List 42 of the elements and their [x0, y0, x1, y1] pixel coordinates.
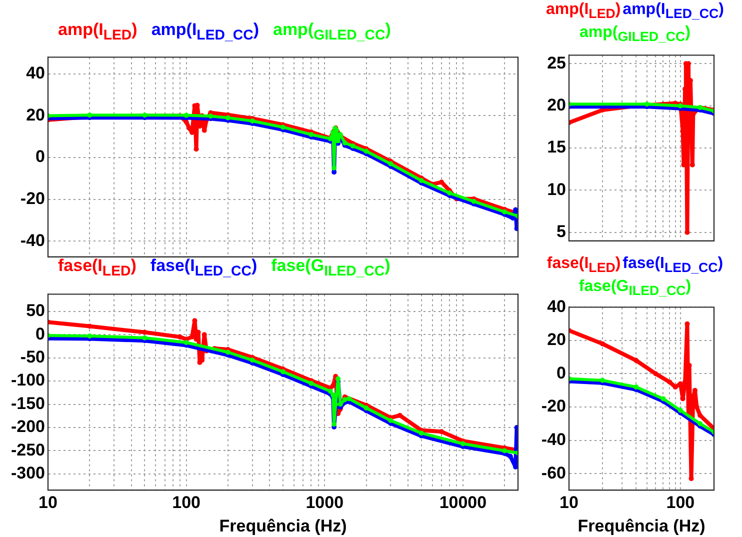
- y-tick-label: 40: [26, 64, 45, 83]
- y-tick-label: -50: [20, 348, 45, 367]
- text: amp(I$_{LED}$): [58, 20, 138, 46]
- x-tick-label: 10000: [439, 493, 487, 512]
- text: fase(I$_{LED_CC}$): [150, 256, 258, 282]
- y-tick-label: -250: [10, 440, 45, 460]
- text: amp(I$_{LED}$): [546, 0, 621, 24]
- y-tick-label: 25: [547, 53, 566, 72]
- y-tick-label: 0: [36, 147, 45, 166]
- y-tick-label: 20: [26, 105, 45, 124]
- text: fase(G$_{ILED_CC}$): [271, 256, 390, 282]
- y-tick-label: 15: [547, 138, 566, 157]
- text: amp($_{GILED_CC}$): [580, 23, 690, 46]
- x-tick-label: 1000: [306, 493, 344, 512]
- y-tick-label: 10: [547, 180, 566, 199]
- y-tick-label: -20: [541, 396, 566, 416]
- y-tick-label: 20: [547, 330, 566, 350]
- y-tick-label: -40: [20, 230, 45, 250]
- y-tick-label: 40: [547, 296, 566, 316]
- x-axis-title: Frequência (Hz): [219, 516, 347, 536]
- y-tick-label: -200: [10, 417, 45, 436]
- y-tick-label: -300: [10, 464, 45, 483]
- x-axis-title: Frequência (Hz): [578, 516, 706, 536]
- y-tick-label: -150: [10, 394, 45, 413]
- text: amp(I$_{LED_CC}$): [622, 0, 724, 24]
- text: fase(I$_{LED_CC}$): [622, 254, 724, 278]
- y-tick-label: -100: [10, 370, 45, 390]
- y-tick-label: -20: [20, 189, 45, 208]
- text: amp($_{GILED_CC}$): [272, 20, 391, 46]
- x-tick-label: 100: [172, 493, 201, 512]
- x-tick-label: 100: [666, 493, 695, 512]
- y-tick-label: 5: [556, 222, 566, 242]
- text: fase(I$_{LED}$): [546, 254, 621, 278]
- y-tick-label: 0: [36, 324, 45, 344]
- y-tick-label: 20: [547, 96, 566, 115]
- text: fase(G$_{ILED_CC}$): [578, 277, 692, 300]
- y-tick-label: 0: [556, 363, 566, 382]
- y-tick-label: -40: [541, 430, 566, 449]
- y-tick-label: -60: [541, 463, 566, 482]
- y-tick-label: 50: [26, 301, 45, 320]
- text: fase(I$_{LED}$): [58, 256, 136, 282]
- text: amp(I$_{LED_CC}$): [151, 20, 259, 46]
